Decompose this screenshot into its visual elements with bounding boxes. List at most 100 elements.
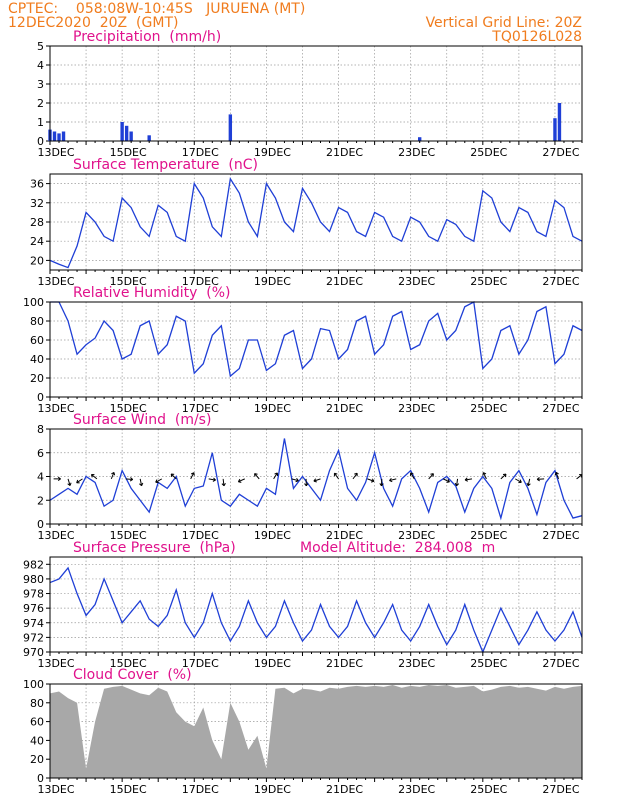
wind-vector-arrow	[389, 477, 397, 483]
precipitation-xtick-label: 19DEC	[254, 146, 291, 159]
pressure-ytick-label: 972	[23, 631, 44, 644]
wind-xtick-label: 21DEC	[326, 529, 363, 542]
precipitation-xtick-label: 25DEC	[470, 146, 507, 159]
wind-vector-arrow	[90, 473, 98, 480]
precipitation-ytick-label: 1	[37, 116, 44, 129]
cloud-cover-xtick-label: 19DEC	[254, 783, 291, 796]
temperature-xtick-label: 13DEC	[37, 275, 74, 288]
precipitation-bar	[418, 137, 422, 141]
temperature-xtick-label: 21DEC	[326, 275, 363, 288]
wind-xtick-label: 13DEC	[37, 529, 74, 542]
precipitation-xtick-label: 21DEC	[326, 146, 363, 159]
wind-vector-arrow	[125, 477, 134, 482]
wind-ytick-label: 4	[37, 471, 44, 484]
wind-vector-arrow	[254, 473, 260, 480]
wind-xtick-label: 17DEC	[182, 529, 219, 542]
wind-vector-arrow	[304, 478, 309, 487]
cloud-cover-xtick-label: 25DEC	[470, 783, 507, 796]
wind-ytick-label: 0	[37, 518, 44, 531]
pressure-ytick-label: 976	[23, 602, 44, 615]
panels: 0 1 2 3 4 5 13DEC 15DEC 17DEC 19DEC 21DEC 23DEC 25DE…	[23, 40, 583, 796]
header-run-id: TQ0126L028	[491, 29, 582, 45]
pressure-frame	[49, 556, 583, 653]
temperature-line	[49, 176, 583, 269]
wind-vector-arrow	[442, 478, 450, 483]
wind-vector-arrow	[221, 478, 226, 487]
precipitation-bar	[147, 135, 151, 141]
precipitation-bar	[553, 118, 557, 141]
wind-vector-arrow	[576, 474, 583, 480]
cloud-cover-xtick-label: 21DEC	[326, 783, 363, 796]
wind-vector-arrow	[464, 477, 473, 482]
wind-xtick-label: 27DEC	[542, 529, 579, 542]
wind-ytick-label: 2	[37, 494, 44, 507]
wind-vector-arrow	[482, 472, 487, 480]
precipitation-bar	[228, 114, 233, 141]
humidity-xtick-label: 21DEC	[326, 402, 363, 415]
cloud-cover-xtick-label: 23DEC	[398, 783, 435, 796]
humidity-xtick-label: 27DEC	[542, 402, 579, 415]
humidity-line	[50, 300, 583, 378]
cloud-cover-xtick-label: 15DEC	[110, 783, 147, 796]
precipitation-xtick-label: 27DEC	[542, 146, 579, 159]
pressure-xtick-label: 25DEC	[470, 657, 507, 670]
humidity-panel: 0 20 40 60 80 100 13DEC 15DEC 17DEC 19DEC 21DEC 23D…	[23, 296, 583, 415]
wind-vector-arrow	[76, 478, 83, 484]
pressure-ytick-label: 982	[23, 558, 44, 571]
header-location: CPTEC: 058:08W-10:45S JURUENA (MT)	[8, 1, 305, 17]
wind-vector-arrow	[155, 478, 163, 484]
humidity-xtick-label: 23DEC	[398, 402, 435, 415]
humidity-ytick-label: 0	[37, 391, 44, 404]
cloud-cover-panel: 0 20 40 60 80 100 13DEC 15DEC 17DEC 19DEC 21DEC 23D…	[23, 678, 583, 796]
pressure-xtick-label: 19DEC	[254, 657, 291, 670]
wind-vector-arrow	[53, 476, 61, 482]
wind-vector-arrow	[409, 472, 415, 480]
wind-vector-arrow	[273, 472, 279, 480]
humidity-xtick-label: 15DEC	[110, 402, 147, 415]
precipitation-xtick-label: 13DEC	[37, 146, 74, 159]
humidity-frame	[49, 301, 583, 398]
temperature-ytick-label: 28	[30, 216, 44, 229]
wind-vector-arrow	[313, 478, 321, 483]
temperature-xtick-label: 25DEC	[470, 275, 507, 288]
pressure-ytick-label: 978	[23, 588, 44, 601]
model-altitude-annotation: Model Altitude: 284.008 m	[300, 540, 495, 556]
humidity-xtick-label: 17DEC	[182, 402, 219, 415]
precipitation-xtick-label: 17DEC	[182, 146, 219, 159]
wind-vector-arrow	[237, 478, 245, 483]
precipitation-bar	[557, 103, 562, 141]
humidity-xtick-label: 25DEC	[470, 402, 507, 415]
cloud-cover-ytick-label: 60	[30, 716, 44, 729]
pressure-xtick-label: 27DEC	[542, 657, 579, 670]
pressure-xtick-label: 23DEC	[398, 657, 435, 670]
wind-xtick-label: 15DEC	[110, 529, 147, 542]
pressure-xtick-label: 13DEC	[37, 657, 74, 670]
cloud-cover-ytick-label: 100	[23, 678, 44, 691]
wind-ytick-label: 8	[37, 423, 44, 436]
wind-vector-arrow	[536, 477, 545, 482]
precipitation-xtick-label: 15DEC	[110, 146, 147, 159]
precipitation-ytick-label: 2	[37, 97, 44, 110]
pressure-ytick-label: 970	[23, 646, 44, 659]
precipitation-ytick-label: 5	[37, 40, 44, 53]
humidity-xtick-label: 19DEC	[254, 402, 291, 415]
cloud-cover-ytick-label: 20	[30, 753, 44, 766]
wind-vector-arrow	[110, 471, 116, 480]
cloud-cover-xtick-label: 27DEC	[542, 783, 579, 796]
precipitation-xtick-label: 23DEC	[398, 146, 435, 159]
wind-vector-arrow	[208, 477, 216, 482]
temperature-xtick-label: 17DEC	[182, 275, 219, 288]
wind-vector-arrow	[379, 478, 384, 487]
humidity-ytick-label: 100	[23, 296, 44, 309]
temperature-ytick-label: 32	[30, 197, 44, 210]
wind-frame	[49, 428, 583, 525]
precipitation-ytick-label: 3	[37, 78, 44, 91]
pressure-line	[49, 566, 583, 654]
wind-vector-arrow	[352, 472, 358, 480]
humidity-ytick-label: 20	[30, 372, 44, 385]
pressure-xtick-label: 17DEC	[182, 657, 219, 670]
humidity-ytick-label: 60	[30, 334, 44, 347]
wind-vector-arrow	[428, 473, 434, 480]
